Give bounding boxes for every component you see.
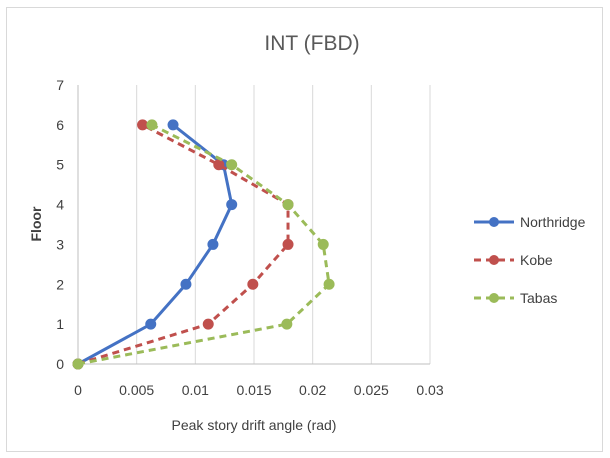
x-tick-label: 0 xyxy=(74,382,82,398)
y-tick-label: 5 xyxy=(56,157,64,173)
data-point-tabas xyxy=(146,119,158,131)
legend-marker-kobe xyxy=(489,255,499,265)
data-point-northridge xyxy=(207,238,219,250)
legend-label-tabas: Tabas xyxy=(520,290,557,306)
x-tick-label: 0.02 xyxy=(299,382,326,398)
legend-marker-northridge xyxy=(489,217,499,227)
series-line-kobe xyxy=(77,123,290,366)
y-tick-label: 2 xyxy=(56,276,64,292)
axes xyxy=(77,85,430,365)
legend-marker-tabas xyxy=(489,293,499,303)
x-tick-label: 0.03 xyxy=(416,382,443,398)
y-tick-label: 6 xyxy=(56,117,64,133)
gridlines xyxy=(136,85,431,364)
data-point-northridge xyxy=(145,318,157,330)
legend: Northridge Kobe Tabas xyxy=(474,214,586,306)
y-tick-label: 1 xyxy=(56,316,64,332)
legend-label-kobe: Kobe xyxy=(520,252,553,268)
data-point-tabas xyxy=(281,318,293,330)
data-point-tabas xyxy=(282,199,294,211)
chart-title: INT (FBD) xyxy=(264,32,359,55)
x-tick-label: 0.005 xyxy=(119,382,154,398)
data-point-kobe xyxy=(137,119,149,131)
data-point-tabas xyxy=(226,159,238,171)
y-tick-label: 3 xyxy=(56,236,64,252)
data-point-tabas xyxy=(72,358,84,370)
x-tick-label: 0.01 xyxy=(182,382,209,398)
data-point-kobe xyxy=(247,278,259,290)
data-point-northridge xyxy=(167,119,179,131)
data-point-kobe xyxy=(282,238,294,250)
y-tick-label: 4 xyxy=(56,197,64,213)
y-tick-label: 0 xyxy=(56,356,64,372)
tick-labels: 0 0.005 0.01 0.015 0.02 0.025 0.03 0 1 2 3 4 5 6 7 xyxy=(56,77,444,398)
x-axis-title: Peak story drift angle (rad) xyxy=(172,417,337,433)
y-axis-title: Floor xyxy=(28,206,44,242)
data-point-tabas xyxy=(323,278,335,290)
data-point-kobe xyxy=(213,159,225,171)
data-point-northridge xyxy=(226,199,238,211)
x-tick-label: 0.015 xyxy=(236,382,271,398)
data-point-tabas xyxy=(317,238,329,250)
data-point-northridge xyxy=(180,278,192,290)
legend-label-northridge: Northridge xyxy=(520,214,586,230)
series-group xyxy=(72,119,335,370)
x-tick-label: 0.025 xyxy=(354,382,389,398)
data-point-kobe xyxy=(202,318,214,330)
y-tick-label: 7 xyxy=(56,77,64,93)
